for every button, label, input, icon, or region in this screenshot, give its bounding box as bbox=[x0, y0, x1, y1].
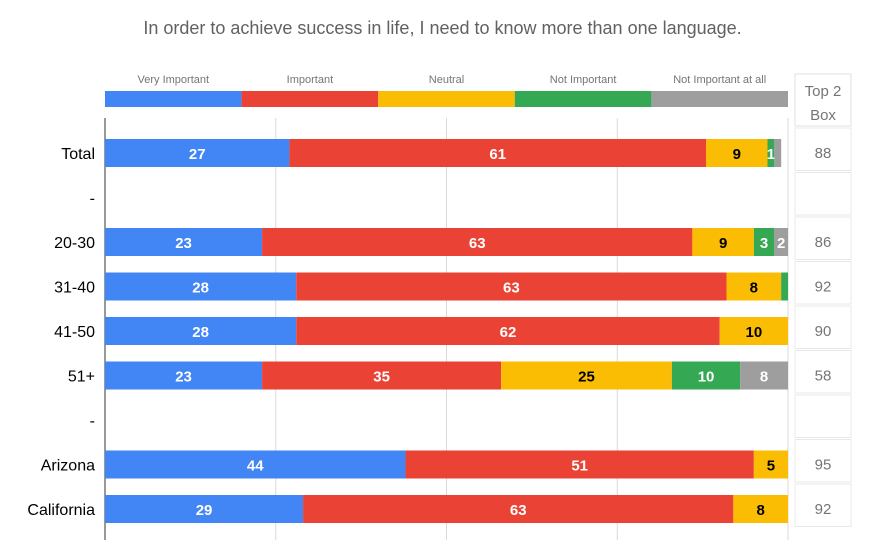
bar-segment bbox=[740, 361, 788, 390]
bar-segment bbox=[706, 139, 768, 167]
bar-segment bbox=[105, 361, 263, 390]
top2-cell bbox=[794, 394, 852, 438]
category-label: 51+ bbox=[68, 369, 95, 386]
bar-segment bbox=[753, 450, 788, 479]
bar-segment bbox=[781, 272, 788, 301]
data-label: 63 bbox=[503, 280, 520, 297]
data-label: 8 bbox=[757, 502, 765, 519]
bar-segment bbox=[719, 317, 788, 345]
category-label: - bbox=[90, 413, 95, 430]
legend-label: Not Important bbox=[550, 74, 617, 86]
bar-segment bbox=[296, 272, 727, 301]
data-label: 35 bbox=[373, 369, 390, 386]
bar-segment bbox=[105, 450, 406, 479]
top2-cell bbox=[794, 305, 852, 349]
top2-value: 58 bbox=[815, 368, 832, 385]
bar-segment bbox=[774, 139, 782, 167]
top2-header-cell bbox=[794, 73, 852, 127]
top2-value: 86 bbox=[815, 234, 832, 251]
category-label: Total bbox=[61, 146, 95, 163]
bar-segment bbox=[105, 317, 297, 345]
bar-segment bbox=[303, 495, 734, 523]
top2-cell bbox=[794, 350, 852, 394]
legend-swatch bbox=[514, 91, 652, 107]
legend-swatch bbox=[378, 91, 515, 107]
top2-cell bbox=[794, 483, 852, 527]
category-label: California bbox=[27, 502, 95, 519]
data-label: 23 bbox=[175, 235, 192, 252]
bar-segment bbox=[726, 272, 782, 301]
data-label: 63 bbox=[510, 502, 527, 519]
top2-value: 95 bbox=[815, 457, 832, 474]
data-label: 44 bbox=[247, 458, 264, 475]
data-label: 25 bbox=[578, 369, 595, 386]
top2-cell bbox=[794, 216, 852, 260]
top2-value: 88 bbox=[815, 145, 832, 162]
data-label: 29 bbox=[196, 502, 213, 519]
bar-segment bbox=[262, 228, 693, 256]
top2-cell bbox=[794, 439, 852, 483]
top2-value: 92 bbox=[815, 501, 832, 518]
category-label: 31-40 bbox=[54, 280, 95, 297]
data-label: 62 bbox=[500, 324, 517, 341]
bar-segment bbox=[767, 139, 775, 167]
data-label: 5 bbox=[767, 458, 775, 475]
data-label: 10 bbox=[746, 324, 763, 341]
category-label: 20-30 bbox=[54, 235, 95, 252]
top2-value: 90 bbox=[815, 323, 832, 340]
legend-swatch bbox=[651, 91, 788, 107]
top2-cell bbox=[794, 127, 852, 171]
bar-segment bbox=[692, 228, 754, 256]
chart-title: In order to achieve success in life, I n… bbox=[143, 18, 742, 38]
data-label: 28 bbox=[192, 280, 209, 297]
bar-segment bbox=[501, 361, 672, 390]
data-label: 9 bbox=[719, 235, 727, 252]
bar-segment bbox=[105, 139, 290, 167]
legend-swatch bbox=[105, 91, 242, 107]
top2-header-line1: Top 2 bbox=[805, 83, 842, 100]
legend-label: Neutral bbox=[429, 74, 464, 86]
bar-segment bbox=[774, 228, 788, 256]
data-label: 28 bbox=[192, 324, 209, 341]
data-label: 63 bbox=[469, 235, 486, 252]
legend-label: Important bbox=[287, 74, 333, 86]
top2-value: 92 bbox=[815, 279, 832, 296]
data-label: 1 bbox=[767, 146, 775, 163]
bar-segment bbox=[105, 272, 297, 301]
top2-cell bbox=[794, 172, 852, 216]
bar-segment bbox=[105, 495, 304, 523]
bar-segment bbox=[671, 361, 741, 390]
bar-segment bbox=[405, 450, 754, 479]
data-label: 3 bbox=[760, 235, 768, 252]
category-label: - bbox=[90, 191, 95, 208]
legend-label: Not Important at all bbox=[673, 74, 766, 86]
data-label: 61 bbox=[489, 146, 506, 163]
bar-segment bbox=[105, 228, 263, 256]
category-label: Arizona bbox=[41, 458, 95, 475]
legend-label: Very Important bbox=[138, 74, 210, 86]
bar-segment bbox=[262, 361, 502, 390]
top2-header-line2: Box bbox=[810, 107, 836, 124]
bar-segment bbox=[753, 228, 775, 256]
data-label: 8 bbox=[750, 280, 758, 297]
data-label: 27 bbox=[189, 146, 206, 163]
bar-segment bbox=[296, 317, 720, 345]
category-label: 41-50 bbox=[54, 324, 95, 341]
data-label: 2 bbox=[777, 235, 785, 252]
data-label: 51 bbox=[571, 458, 588, 475]
top2-cell bbox=[794, 261, 852, 305]
legend-swatch bbox=[241, 91, 379, 107]
bar-segment bbox=[733, 495, 788, 523]
bar-segment bbox=[289, 139, 707, 167]
data-label: 10 bbox=[698, 369, 715, 386]
data-label: 23 bbox=[175, 369, 192, 386]
data-label: 8 bbox=[760, 369, 768, 386]
data-label: 9 bbox=[733, 146, 741, 163]
